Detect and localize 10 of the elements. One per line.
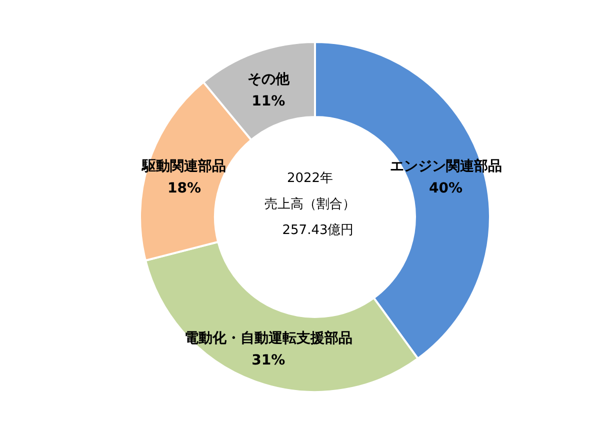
slice-label: 駆動関連部品 (141, 158, 226, 175)
text: 売上高（割合） (264, 196, 356, 212)
slice-label: 電動化・自動運転支援部品 (184, 329, 352, 346)
data-label: 40% (429, 180, 463, 197)
text: 2022年 (286, 171, 334, 186)
text: 257.43億円 (282, 223, 354, 238)
slice-label: その他 (247, 72, 290, 88)
data-label: 31% (252, 352, 286, 368)
data-label: 11% (252, 94, 286, 110)
data-label: 18% (167, 180, 201, 197)
